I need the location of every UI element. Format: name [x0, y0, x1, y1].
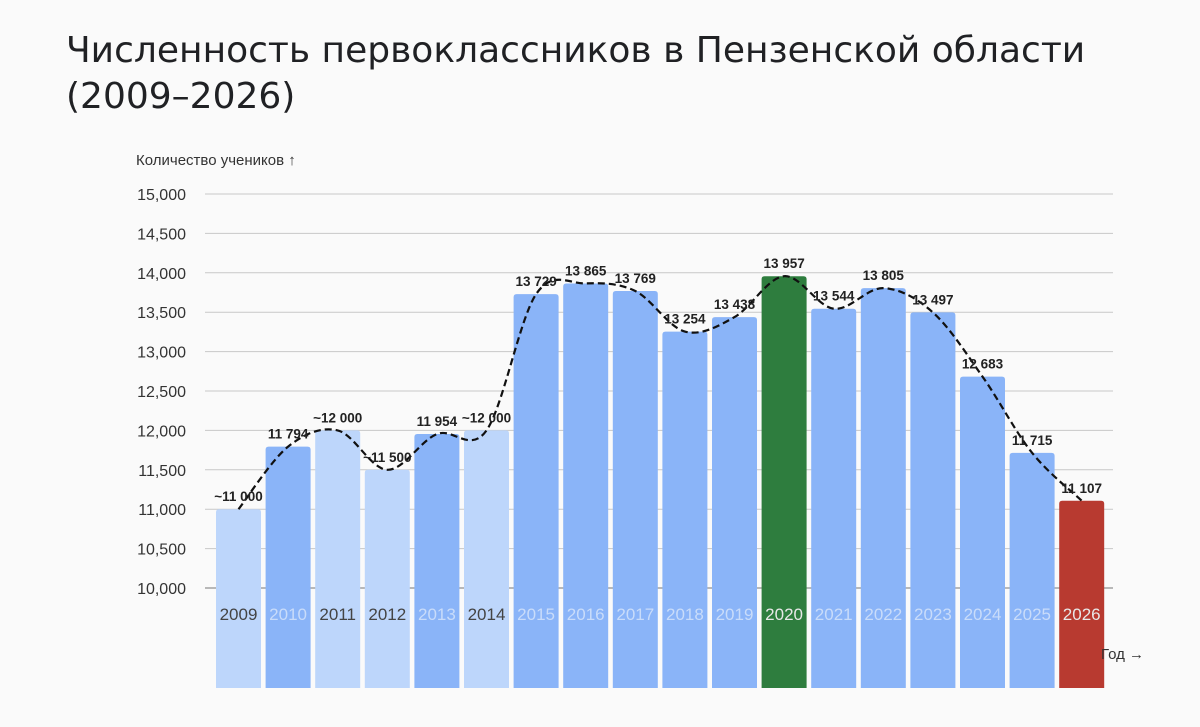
data-label: 11 107: [1061, 481, 1102, 496]
data-label: ~12 000: [313, 410, 362, 425]
bar-2026: [1059, 500, 1105, 688]
data-label: 11 954: [417, 414, 458, 429]
x-tick-label: 2025: [1013, 605, 1051, 624]
y-tick-labels: 10,000 10,500 11,000 11,500 12,000 12,500 13,0…: [137, 187, 186, 598]
bar-2012: [364, 469, 410, 688]
y-tick-label: 11,500: [138, 463, 186, 480]
data-label: 13 254: [664, 312, 706, 327]
data-labels: ~11 000 11 794 ~12 000 ~11 500 11 954 ~12 000…: [214, 256, 1102, 504]
y-tick-label: 12,500: [137, 384, 186, 401]
y-tick-label: 13,000: [137, 345, 186, 362]
data-label: 11 715: [1012, 433, 1053, 448]
x-tick-label: 2014: [468, 605, 506, 624]
bar-2023: [910, 312, 956, 688]
x-tick-label: 2023: [914, 605, 952, 624]
data-label: 11 794: [268, 427, 309, 442]
x-tick-label: 2020: [765, 605, 803, 624]
bars: [216, 276, 1105, 688]
x-tick-label: 2022: [864, 605, 902, 624]
y-tick-label: 13,500: [137, 305, 186, 322]
trend-line: [237, 275, 1083, 510]
bar-2018: [662, 331, 708, 688]
y-tick-label: 14,500: [137, 226, 186, 243]
y-tick-label: 15,000: [137, 187, 186, 204]
bar-2016: [563, 283, 609, 688]
x-tick-label: 2010: [269, 605, 307, 624]
bar-2011: [315, 430, 361, 688]
x-tick-label: 2015: [517, 605, 555, 624]
bar-2020: [761, 276, 807, 688]
x-tick-label: 2009: [220, 605, 258, 624]
x-tick-label: 2017: [616, 605, 654, 624]
x-axis-label: Год →: [1101, 646, 1144, 663]
chart-title: Численность первоклассников в Пензенской…: [66, 30, 1086, 117]
data-label: 13 805: [863, 268, 905, 283]
x-tick-label: 2026: [1063, 605, 1101, 624]
bar-2022: [860, 288, 906, 688]
x-tick-label: 2012: [368, 605, 406, 624]
x-tick-label: 2018: [666, 605, 704, 624]
data-label: 13 729: [515, 274, 556, 289]
y-tick-label: 10,500: [137, 542, 186, 559]
bar-2024: [960, 376, 1005, 688]
x-tick-label: 2024: [964, 605, 1002, 624]
y-tick-label: 14,000: [137, 266, 186, 283]
data-label: ~11 500: [363, 450, 411, 465]
data-label: ~11 000: [214, 489, 262, 504]
data-label: 13 769: [615, 271, 656, 286]
y-tick-label: 10,000: [137, 581, 186, 598]
x-tick-label: 2013: [418, 605, 456, 624]
data-label: 13 865: [565, 263, 607, 278]
bar-2009: [216, 509, 261, 688]
bar-2010: [265, 446, 311, 688]
bar-2019: [712, 317, 757, 688]
data-label: 13 438: [714, 297, 756, 312]
data-label: 13 497: [912, 292, 953, 307]
y-axis-label: Количество учеников ↑: [136, 152, 296, 169]
bar-2013: [414, 434, 460, 688]
data-label: 13 544: [813, 289, 855, 304]
x-tick-label: 2019: [716, 605, 754, 624]
y-tick-label: 12,000: [137, 423, 186, 440]
data-label: 13 957: [763, 256, 804, 271]
x-tick-label: 2011: [319, 605, 356, 624]
y-tick-label: 11,000: [138, 502, 186, 519]
data-label: 12 683: [962, 357, 1004, 372]
bar-2015: [513, 294, 559, 688]
data-label: ~12 000: [462, 410, 511, 425]
x-tick-labels: 2009 2010 2011 2012 2013 2014 2015 2016 2017 2018…: [220, 605, 1101, 624]
bar-2014: [464, 430, 509, 688]
bar-2021: [811, 308, 857, 688]
x-tick-label: 2016: [567, 605, 605, 624]
bar-2025: [1009, 452, 1055, 688]
x-tick-label: 2021: [815, 605, 853, 624]
bar-2017: [612, 291, 658, 688]
